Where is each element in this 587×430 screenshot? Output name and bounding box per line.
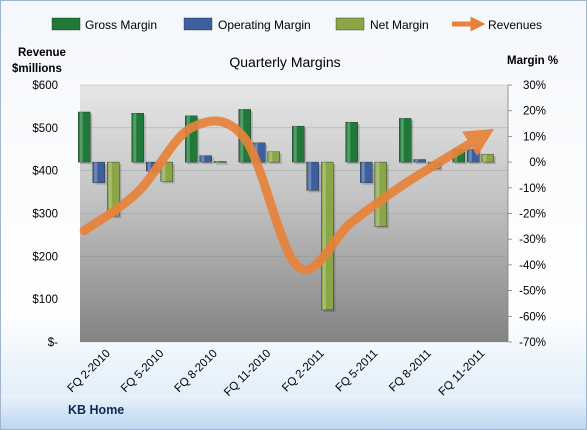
left-tick-label: $200 bbox=[32, 251, 58, 263]
footer-band bbox=[1, 395, 586, 429]
bars bbox=[78, 109, 496, 312]
legend-swatch-net-margin bbox=[335, 17, 365, 31]
bar-operating-margin bbox=[360, 161, 373, 183]
bar-highlight bbox=[376, 162, 380, 227]
left-axis: $- $100 $200 $300 $400 $500 $600 bbox=[32, 80, 58, 349]
bar-highlight bbox=[186, 115, 190, 163]
right-tick-label: 0% bbox=[529, 157, 546, 169]
left-tick-label: $500 bbox=[32, 123, 58, 135]
bar-shadow bbox=[415, 161, 428, 165]
bar-highlight bbox=[147, 162, 151, 172]
bar-operating-margin bbox=[306, 161, 319, 191]
bar-highlight bbox=[108, 162, 112, 217]
right-tick-label: -20% bbox=[519, 209, 546, 221]
bar-highlight bbox=[468, 149, 472, 163]
bar-highlight bbox=[201, 155, 205, 163]
legend-swatch-operating-margin bbox=[183, 17, 213, 31]
bar-gross-margin bbox=[78, 111, 91, 163]
right-tick-label: -10% bbox=[519, 183, 546, 195]
bar-net-margin bbox=[321, 161, 334, 311]
bar-highlight bbox=[361, 162, 365, 183]
left-tick-label: $400 bbox=[32, 166, 58, 178]
right-axis: -70% -60% -50% -40% -30% -20% -10% 0% 10% 20% 30% bbox=[507, 80, 546, 349]
chart-title: Quarterly Margins bbox=[229, 54, 340, 70]
legend-label: Gross Margin bbox=[85, 18, 157, 32]
bar-highlight bbox=[293, 126, 297, 163]
legend-swatch-gross-margin bbox=[51, 17, 81, 31]
left-tick-label: $300 bbox=[32, 209, 58, 221]
bar-net-margin bbox=[214, 161, 227, 164]
bar-highlight bbox=[347, 122, 351, 163]
footer-label: KB Home bbox=[68, 403, 124, 417]
right-tick-label: 30% bbox=[523, 80, 546, 92]
revenue-line bbox=[79, 116, 495, 275]
bar-highlight bbox=[162, 162, 166, 182]
bar-highlight bbox=[483, 154, 487, 163]
bar-operating-margin bbox=[413, 159, 426, 163]
bar-highlight bbox=[215, 161, 219, 163]
left-tick-label: $100 bbox=[32, 294, 58, 306]
bar-gross-margin bbox=[292, 125, 305, 163]
bar-highlight bbox=[269, 151, 273, 163]
bar-gross-margin bbox=[399, 118, 412, 163]
bar-gross-margin bbox=[345, 122, 358, 163]
bar-highlight bbox=[94, 162, 98, 183]
right-tick-label: -30% bbox=[519, 234, 546, 246]
bar-highlight bbox=[400, 118, 404, 163]
legend-label: Revenues bbox=[488, 18, 542, 32]
left-tick-label: $600 bbox=[32, 80, 58, 92]
right-tick-label: -70% bbox=[519, 337, 546, 349]
legend-label: Operating Margin bbox=[218, 18, 311, 32]
legend-label: Net Margin bbox=[370, 18, 429, 32]
right-tick-label: -60% bbox=[519, 311, 546, 323]
bar-net-margin bbox=[160, 161, 173, 182]
left-axis-label-line1: Revenue bbox=[18, 47, 66, 59]
bar-highlight bbox=[308, 162, 312, 191]
bar-gross-margin bbox=[131, 113, 144, 163]
right-tick-label: 10% bbox=[523, 131, 546, 143]
bar-operating-margin bbox=[92, 161, 105, 183]
right-axis-label: Margin % bbox=[507, 55, 558, 67]
right-tick-label: 20% bbox=[523, 106, 546, 118]
bar-highlight bbox=[133, 113, 137, 163]
bar-highlight bbox=[79, 111, 83, 163]
left-tick-label: $- bbox=[48, 337, 58, 349]
bar-highlight bbox=[415, 159, 419, 163]
revenue-curve bbox=[79, 116, 495, 275]
bar-highlight bbox=[322, 162, 326, 310]
legend: Gross Margin Operating Margin Net Margin Re… bbox=[51, 16, 542, 32]
bar-operating-margin bbox=[199, 155, 212, 163]
left-axis-label-line2: $millions bbox=[12, 63, 62, 75]
right-tick-label: -50% bbox=[519, 286, 546, 298]
bar-net-margin bbox=[267, 151, 280, 163]
bar-shadow bbox=[216, 163, 229, 165]
right-tick-label: -40% bbox=[519, 260, 546, 272]
